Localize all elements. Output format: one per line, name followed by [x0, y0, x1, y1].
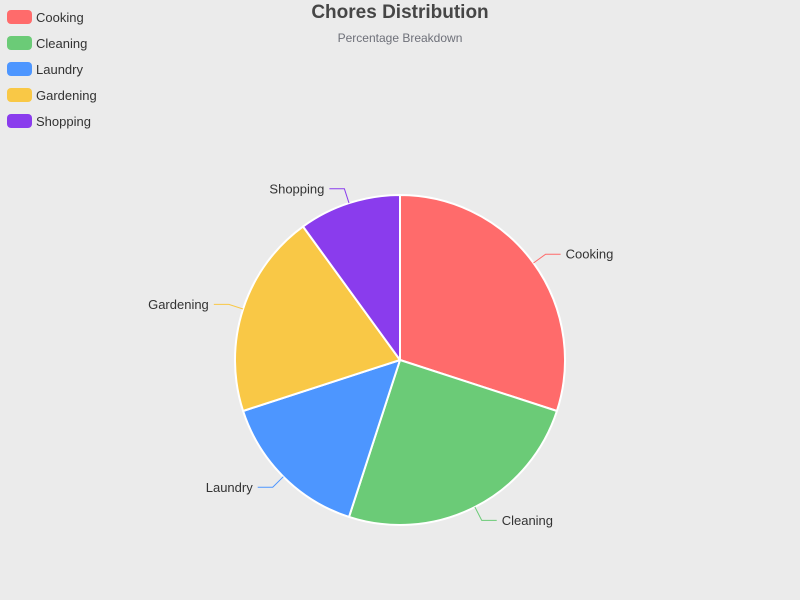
- legend-item-shopping[interactable]: Shopping: [7, 108, 97, 134]
- slice-label-gardening: Gardening: [148, 297, 209, 312]
- legend-label-laundry: Laundry: [36, 61, 83, 77]
- slice-label-shopping: Shopping: [269, 181, 324, 196]
- legend-swatch-gardening: [7, 88, 32, 102]
- label-line-shopping: [329, 188, 350, 204]
- legend-swatch-cleaning: [7, 36, 32, 50]
- legend-item-laundry[interactable]: Laundry: [7, 56, 97, 82]
- chart-title: Chores Distribution: [311, 2, 489, 23]
- legend-item-gardening[interactable]: Gardening: [7, 82, 97, 108]
- label-line-gardening: [213, 303, 244, 310]
- legend-swatch-shopping: [7, 114, 32, 128]
- slice-label-laundry: Laundry: [206, 480, 253, 495]
- pie-slice-cooking[interactable]: [399, 194, 566, 412]
- slice-label-cooking: Cooking: [566, 247, 614, 262]
- legend-swatch-laundry: [7, 62, 32, 76]
- legend-label-shopping: Shopping: [36, 113, 91, 129]
- chart-subtitle: Percentage Breakdown: [337, 31, 463, 45]
- legend-swatch-cooking: [7, 10, 32, 24]
- legend-label-cooking: Cooking: [36, 9, 84, 25]
- legend-label-gardening: Gardening: [36, 87, 97, 103]
- legend-item-cooking[interactable]: Cooking: [7, 4, 97, 30]
- slice-label-cleaning: Cleaning: [502, 513, 553, 528]
- label-line-cooking: [533, 253, 561, 264]
- legend-item-cleaning[interactable]: Cleaning: [7, 30, 97, 56]
- label-line-laundry: [257, 476, 284, 488]
- legend: Cooking Cleaning Laundry Gardening Shopping: [7, 4, 97, 134]
- label-line-cleaning: [474, 506, 497, 521]
- pie-slice-cleaning[interactable]: [348, 359, 558, 526]
- legend-label-cleaning: Cleaning: [36, 35, 88, 51]
